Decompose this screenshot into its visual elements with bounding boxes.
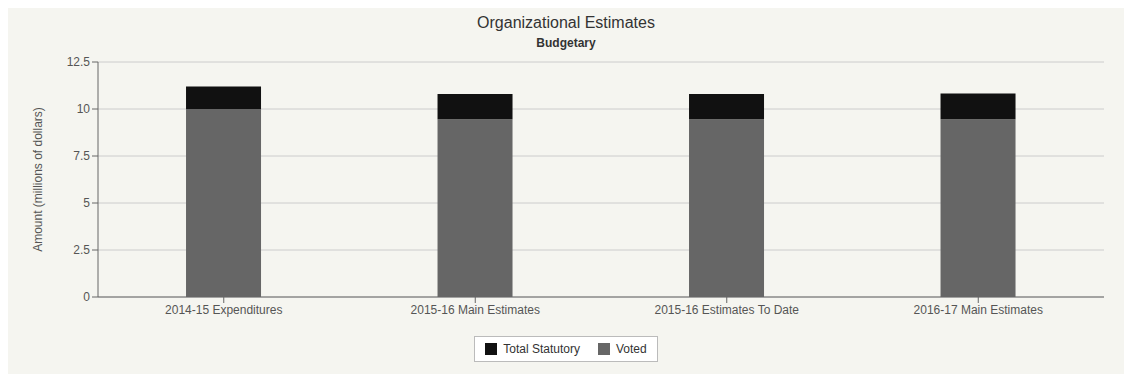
svg-text:7.5: 7.5 [73, 149, 90, 163]
svg-text:2.5: 2.5 [73, 243, 90, 257]
svg-text:10: 10 [77, 102, 91, 116]
svg-text:2016-17 Main Estimates: 2016-17 Main Estimates [914, 303, 1043, 317]
svg-text:Amount (millions of dollars): Amount (millions of dollars) [31, 107, 45, 252]
html-text:Total Statutory: Total Statutory [503, 342, 580, 356]
html-text:Voted: Voted [616, 342, 647, 356]
svg-text:0: 0 [83, 290, 90, 304]
svg-text:12.5: 12.5 [67, 55, 91, 69]
svg-text:2014-15 Expenditures: 2014-15 Expenditures [165, 303, 282, 317]
svg-text:5: 5 [83, 196, 90, 210]
svg-text:2015-16 Estimates To Date: 2015-16 Estimates To Date [654, 303, 799, 317]
html-text:Organizational Estimates: Organizational Estimates [477, 14, 655, 31]
svg-text:2015-16 Main Estimates: 2015-16 Main Estimates [411, 303, 540, 317]
html-text:Budgetary: Budgetary [536, 36, 596, 50]
